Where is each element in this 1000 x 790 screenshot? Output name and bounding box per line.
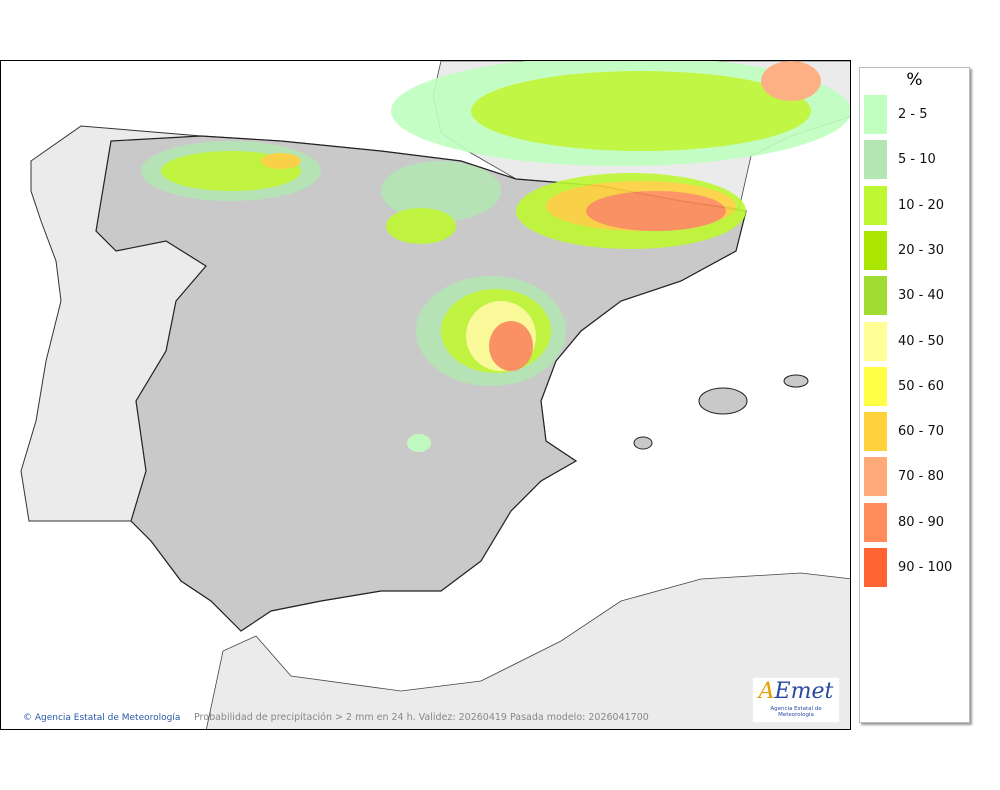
legend-item: 40 - 50 [864, 321, 945, 361]
legend-item: 30 - 40 [864, 276, 945, 316]
map-canvas [20, 61, 850, 729]
legend-label: 10 - 20 [898, 197, 945, 213]
credit-text: © Agencia Estatal de Meteorología [23, 713, 181, 723]
copyright-icon: © [23, 713, 32, 723]
legend-label: 5 - 10 [898, 152, 936, 168]
legend-swatch [864, 502, 887, 542]
legend-label: 2 - 5 [898, 107, 928, 122]
legend-swatch [864, 457, 887, 497]
legend-swatch [864, 548, 887, 587]
legend-unit: % [906, 70, 923, 90]
precipitation-map: © Agencia Estatal de Meteorología Probab… [0, 60, 851, 730]
legend-label: 50 - 60 [898, 378, 945, 394]
legend-label: 60 - 70 [898, 424, 945, 440]
legend-swatch [864, 95, 887, 134]
legend-label: 70 - 80 [898, 469, 945, 485]
mallorca [698, 387, 748, 415]
precipitation-fields [141, 61, 850, 452]
africa-land [206, 572, 850, 729]
aemet-logo: AEmet Agencia Estatal de Meteorología [752, 677, 840, 723]
legend-item: 5 - 10 [864, 140, 936, 180]
legend-label: 20 - 30 [898, 242, 945, 258]
ibiza [633, 436, 653, 450]
legend-label: 40 - 50 [898, 333, 945, 349]
legend-swatch [864, 321, 887, 361]
legend-item: 20 - 30 [864, 230, 945, 270]
legend-item: 90 - 100 [864, 548, 952, 587]
legend-label: 30 - 40 [898, 288, 945, 304]
legend-item: 70 - 80 [864, 457, 945, 497]
map-caption: Probabilidad de precipitación > 2 mm en … [194, 712, 649, 723]
legend-swatch [864, 412, 887, 452]
legend-label: 80 - 90 [898, 514, 945, 530]
legend-item: 50 - 60 [864, 366, 945, 406]
legend-label: 90 - 100 [898, 560, 953, 575]
legend: % 2 - 5 5 - 10 10 - 20 20 - 30 30 - 40 40 - 5… [859, 67, 970, 723]
legend-swatch [864, 140, 887, 180]
legend-item: 10 - 20 [864, 185, 945, 225]
menorca [783, 374, 809, 388]
legend-swatch [864, 230, 887, 270]
legend-item: 80 - 90 [864, 502, 945, 542]
legend-swatch [864, 366, 887, 406]
legend-item: 60 - 70 [864, 412, 945, 452]
legend-swatch [864, 276, 887, 316]
legend-swatch [864, 185, 887, 225]
legend-item: 2 - 5 [864, 95, 928, 134]
